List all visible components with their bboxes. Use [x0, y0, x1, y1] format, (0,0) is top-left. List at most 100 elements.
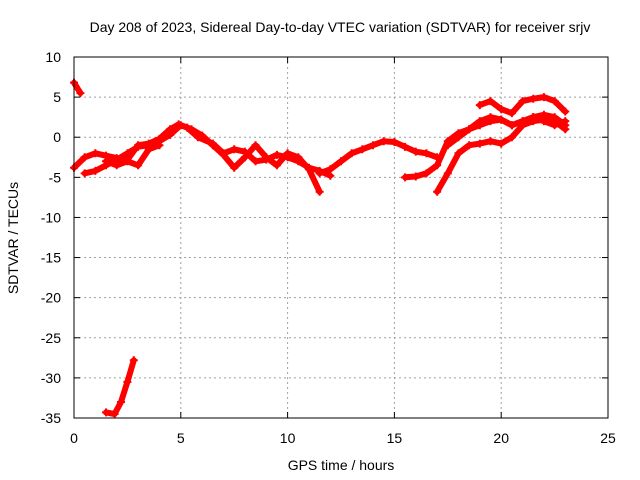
- data-point: [144, 145, 153, 154]
- data-point: [347, 149, 356, 158]
- data-point: [561, 117, 570, 126]
- data-point: [486, 137, 495, 146]
- data-point: [251, 157, 260, 166]
- data-point: [550, 121, 559, 130]
- data-point: [294, 153, 303, 162]
- data-point: [187, 125, 196, 134]
- data-point: [102, 157, 111, 166]
- data-point: [123, 149, 132, 158]
- data-point: [358, 145, 367, 154]
- data-point: [475, 117, 484, 126]
- y-tick-label: -15: [41, 250, 61, 266]
- data-point: [539, 117, 548, 126]
- y-tick-label: -10: [41, 209, 61, 225]
- data-point: [465, 125, 474, 134]
- data-point: [529, 94, 538, 103]
- data-point: [529, 113, 538, 122]
- data-point: [550, 97, 559, 106]
- data-point: [561, 125, 570, 134]
- y-axis-label: SDTVAR / TECUs: [5, 182, 21, 294]
- data-point: [80, 169, 89, 178]
- data-point: [230, 145, 239, 154]
- data-point: [251, 141, 260, 150]
- data-point: [411, 172, 420, 181]
- series-line-s6: [316, 138, 441, 177]
- data-point: [507, 121, 516, 130]
- data-point: [230, 163, 239, 172]
- data-point: [507, 109, 516, 118]
- data-point: [486, 113, 495, 122]
- data-point: [539, 93, 548, 102]
- data-point: [422, 149, 431, 158]
- data-point: [497, 105, 506, 114]
- data-point: [507, 133, 516, 142]
- data-point: [486, 97, 495, 106]
- x-tick-label: 0: [70, 430, 78, 446]
- plot-series: [70, 78, 570, 418]
- data-point: [411, 147, 420, 156]
- data-point: [102, 408, 111, 417]
- x-tick-label: 25: [600, 430, 616, 446]
- data-point: [80, 153, 89, 162]
- y-tick-label: -20: [41, 290, 61, 306]
- data-point: [91, 166, 100, 175]
- data-point: [497, 115, 506, 124]
- data-point: [208, 141, 217, 150]
- data-point: [369, 141, 378, 150]
- series-line-s7: [402, 111, 569, 181]
- data-point: [116, 397, 125, 406]
- data-point: [518, 97, 527, 106]
- data-point: [134, 142, 143, 151]
- data-point: [219, 150, 228, 159]
- data-point: [166, 130, 175, 139]
- data-point: [272, 150, 281, 159]
- data-point: [262, 153, 271, 162]
- data-point: [422, 169, 431, 178]
- data-point: [433, 161, 442, 170]
- x-tick-label: 15: [387, 430, 403, 446]
- data-point: [497, 139, 506, 148]
- data-point: [76, 89, 85, 98]
- series-line-s2: [103, 357, 137, 417]
- data-point: [443, 141, 452, 150]
- y-tick-label: -30: [41, 370, 61, 386]
- series-line-s1: [71, 79, 84, 97]
- data-point: [561, 107, 570, 116]
- data-point: [475, 101, 484, 110]
- y-tick-label: -25: [41, 330, 61, 346]
- data-point: [134, 161, 143, 170]
- data-point: [110, 409, 119, 418]
- data-point: [465, 141, 474, 150]
- data-point: [112, 161, 121, 170]
- data-point: [315, 169, 324, 178]
- data-point: [379, 137, 388, 146]
- grid: [74, 57, 608, 418]
- data-point: [304, 165, 313, 174]
- plot-frame: [73, 56, 609, 419]
- data-point: [326, 165, 335, 174]
- data-point: [454, 149, 463, 158]
- data-point: [390, 138, 399, 147]
- data-point: [315, 187, 324, 196]
- data-point: [155, 141, 164, 150]
- data-point: [176, 121, 185, 130]
- y-tick-label: -35: [41, 410, 61, 426]
- chart-title: Day 208 of 2023, Sidereal Day-to-day VTE…: [90, 19, 591, 35]
- y-tick-label: 5: [53, 89, 61, 105]
- x-tick-label: 10: [280, 430, 296, 446]
- y-tick-label: 0: [53, 129, 61, 145]
- data-point: [475, 139, 484, 148]
- data-point: [518, 117, 527, 126]
- x-tick-label: 5: [177, 430, 185, 446]
- data-point: [123, 377, 132, 386]
- data-point: [123, 157, 132, 166]
- data-point: [198, 131, 207, 140]
- data-point: [337, 157, 345, 166]
- data-point: [240, 153, 249, 162]
- series-line-s8: [434, 116, 569, 195]
- y-tick-label: -5: [49, 169, 62, 185]
- x-tick-labels: 0 5 10 15 20 25: [70, 430, 616, 446]
- y-tick-label: 10: [45, 49, 61, 65]
- data-point: [129, 356, 138, 365]
